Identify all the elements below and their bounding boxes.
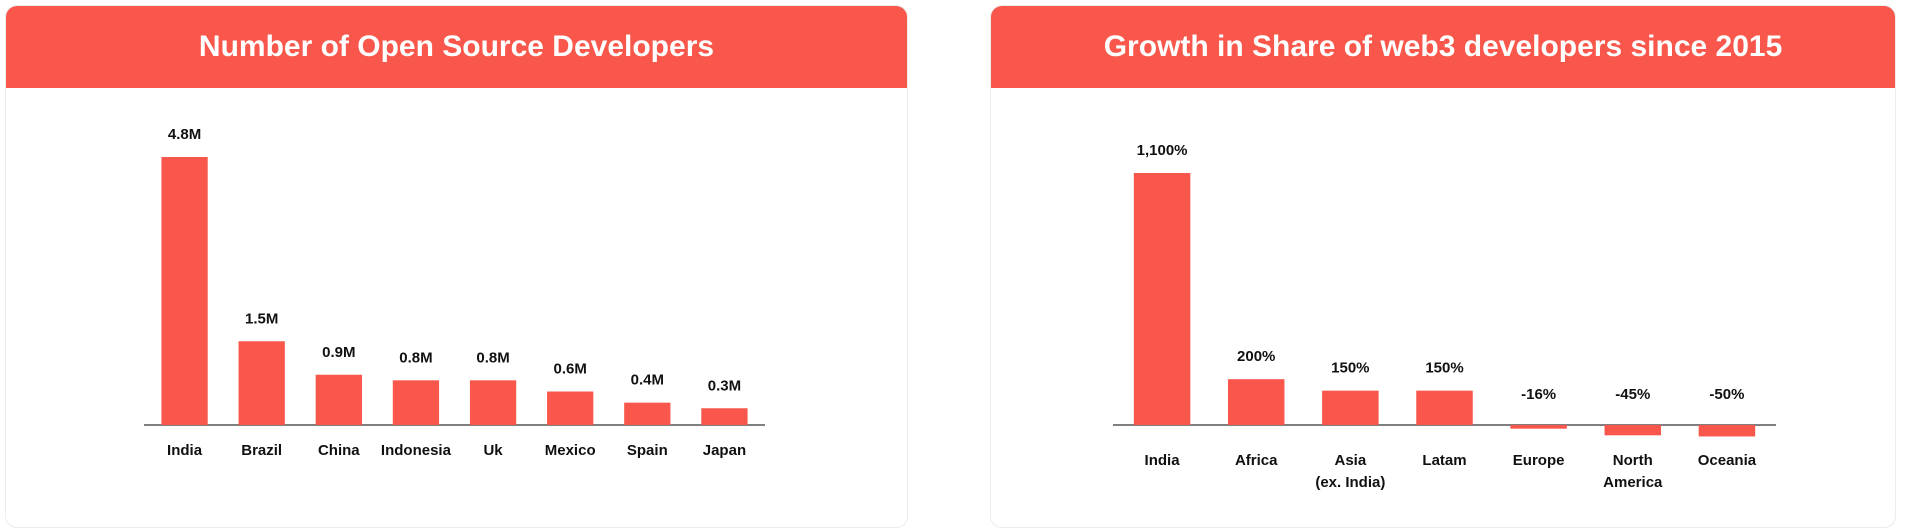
bar [547,391,594,425]
bar [1510,425,1567,429]
x-tick-label: Brazil [241,442,283,459]
value-label: 0.8M [399,349,432,366]
value-label: 1,100% [1137,142,1188,159]
value-label: 0.6M [554,361,587,378]
value-label: 150% [1331,360,1369,377]
x-tick-label: Japan [702,442,747,459]
bar [392,380,440,425]
bar [238,341,285,425]
value-label: -45% [1615,386,1650,403]
value-label: 0.8M [476,349,509,366]
bar [161,157,208,425]
bar [315,374,362,425]
bar [701,408,748,425]
bar [624,402,671,425]
value-label: 0.9M [322,344,355,361]
chart-card: Number of Open Source Developers [5,5,908,528]
bar [1227,379,1285,425]
chart-card: Growth in Share of web3 developers since… [990,5,1896,528]
value-label: -50% [1709,386,1744,403]
x-tick-label: India [167,442,203,459]
bar [1133,173,1191,425]
x-tick-label: Europe [1512,452,1565,469]
value-label: 0.4M [631,372,664,389]
x-tick-label: Uk [483,442,503,459]
bar [1698,425,1756,437]
x-tick-label: Spain [626,442,668,459]
x-tick-label: Africa [1234,452,1278,469]
value-label: 200% [1237,348,1275,365]
x-tick-label: Latam [1422,452,1467,469]
x-tick-label: Oceania [1697,452,1757,469]
bar [1322,390,1379,425]
x-tick-label: India [1144,452,1180,469]
bar [1604,425,1662,436]
bar [469,380,517,425]
x-tick-label: North America [1603,452,1663,491]
bar [1416,390,1473,425]
x-tick-label: Indonesia [380,442,451,459]
x-tick-label: Mexico [544,442,596,459]
chart-title: Number of Open Source Developers [6,6,907,88]
value-label: 4.8M [168,126,201,143]
value-label: 0.3M [708,377,741,394]
value-label: 150% [1425,360,1463,377]
chart-title: Growth in Share of web3 developers since… [991,6,1895,88]
x-tick-label: Asia (ex. India) [1315,452,1386,491]
value-label: -16% [1521,386,1556,403]
x-tick-label: China [317,442,360,459]
value-label: 1.5M [245,310,278,327]
